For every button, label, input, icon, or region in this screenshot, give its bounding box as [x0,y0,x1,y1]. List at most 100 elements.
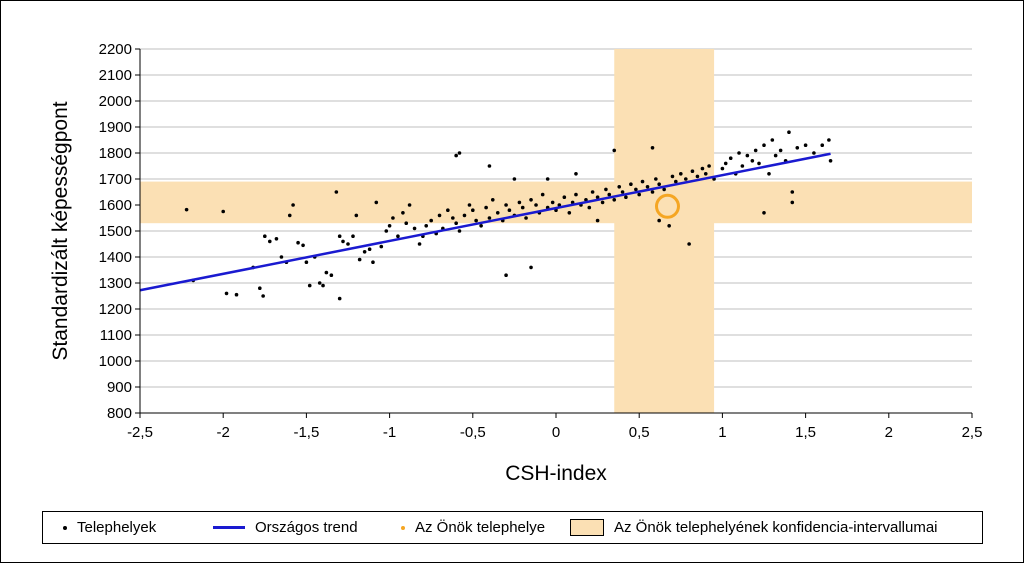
data-point [454,153,458,158]
legend-label-sites: Telephelyek [77,519,157,536]
confidence-bands [140,49,972,413]
data-point [487,164,492,168]
x-tick-label: 1,5 [795,424,816,441]
data-point [650,190,655,194]
x-tick-label: 2,5 [962,424,983,441]
data-point [391,216,395,220]
data-point [341,239,345,244]
data-point [351,234,355,238]
y-tick-labels: 800 900 1000 1100 1200 1300 1400 1500 1600 1700 18… [99,41,132,422]
x-tick-label: 0,5 [629,424,650,441]
data-point [667,224,671,228]
data-point [517,200,522,205]
data-point [367,247,372,251]
x-tick-label: -2 [217,424,230,441]
data-point [495,211,500,215]
data-point [790,200,795,205]
x-axis-title: CSH-index [505,462,607,485]
legend-item-confidence: Az Önök telephelyének konfidencia-interv… [570,519,938,536]
data-point [670,174,675,179]
data-point [337,296,342,301]
data-point [790,190,795,194]
y-tick-label: 2200 [99,41,132,58]
y-tick-label: 1300 [99,275,132,292]
x-tick-labels: -2,5 -2 -1,5 -1 -0,5 0 0,5 1 1,5 2 2,5 [127,424,982,441]
confidence-band-vertical [614,49,715,413]
data-point [429,218,434,223]
trend-line-group [139,152,831,292]
data-point [224,291,229,296]
data-point [812,151,816,155]
data-point [401,211,405,215]
x-tick-label: -0,5 [460,424,486,441]
data-point [762,143,766,147]
data-point [337,234,342,238]
data-point [617,185,622,189]
legend-item-own-site: Az Önök telephelye [385,519,570,536]
data-point [467,203,472,207]
confidence-band-horizontal [140,181,972,224]
y-tick-label: 1600 [99,197,132,214]
data-point [479,224,483,228]
data-point [462,213,467,218]
data-point [607,192,612,197]
data-point [379,244,384,249]
legend-label-trend: Országos trend [255,519,358,536]
y-tick-label: 900 [107,379,132,396]
data-point [529,198,533,202]
data-point [321,283,325,288]
data-point [417,242,422,246]
data-point [317,281,322,285]
axes [135,48,973,418]
data-point [773,153,778,158]
legend: Telephelyek Országos trend Az Önök telep… [42,511,983,544]
data-point [637,192,641,197]
data-point [707,164,711,168]
data-point [307,283,312,288]
data-point [827,138,831,142]
trend-line [139,152,831,292]
legend-label-confidence: Az Önök telephelyének konfidencia-interv… [614,519,938,536]
data-point [424,224,429,228]
y-tick-label: 800 [107,405,132,422]
data-point [387,224,392,228]
data-point [184,207,189,212]
data-point [657,218,661,223]
data-point [291,203,295,207]
x-tick-label: 1 [718,424,726,441]
data-point [634,187,638,192]
data-point [650,146,655,150]
data-point [454,221,458,225]
data-point [374,200,379,205]
legend-item-trend: Országos trend [213,519,385,536]
data-point [674,179,678,184]
data-point [487,216,492,220]
data-point [740,164,745,168]
data-point [587,205,592,210]
data-point [645,185,650,189]
data-point [287,213,292,218]
data-point [574,172,578,176]
data-point [600,200,605,205]
data-point [612,148,617,153]
data-point [324,270,329,275]
data-point [820,143,825,147]
data-point [504,273,508,278]
data-point [296,240,300,245]
data-point [590,190,595,194]
data-point [745,153,750,158]
legend-line-symbol [213,526,245,529]
data-point [604,187,608,192]
data-point [274,237,279,241]
legend-dot-symbol [63,525,67,530]
legend-label-own-site: Az Önök telephelye [415,519,546,536]
data-point [234,292,239,297]
data-point [567,211,572,215]
data-point [557,203,562,207]
y-tick-label: 1800 [99,145,132,162]
data-point [683,177,688,181]
y-tick-label: 1100 [100,327,132,344]
y-tick-label: 2000 [99,93,132,110]
data-point [471,208,475,212]
legend-orange-dot-symbol [401,525,405,530]
